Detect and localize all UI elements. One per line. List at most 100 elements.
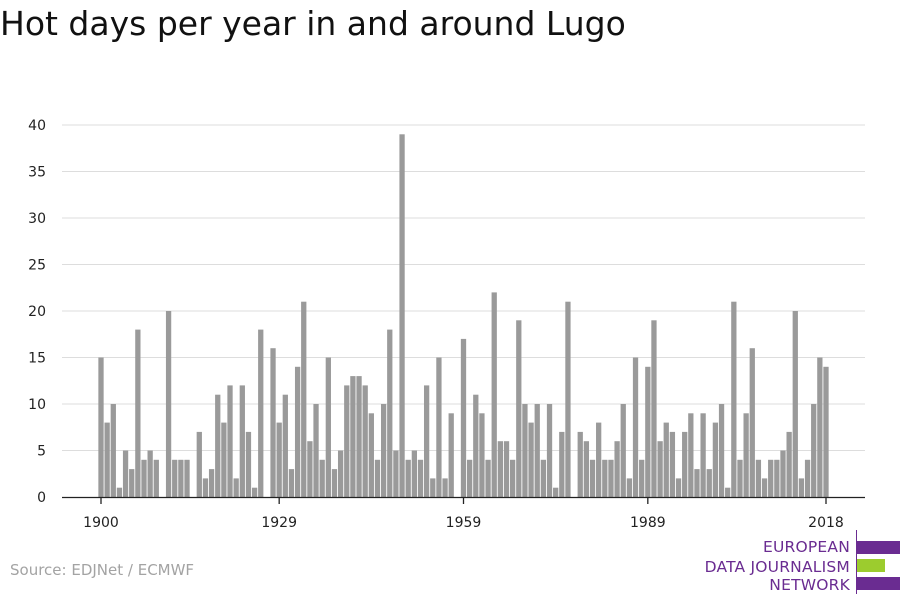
bar-1971 <box>534 404 540 497</box>
bar-1954 <box>430 478 436 497</box>
bar-1952 <box>417 459 424 497</box>
bar-1943 <box>362 385 368 497</box>
bar-1983 <box>608 459 614 497</box>
bar-1972 <box>540 459 547 497</box>
bar-1975 <box>559 431 565 497</box>
bar-1913 <box>178 459 184 497</box>
bar-2004 <box>737 459 743 497</box>
bar-1973 <box>546 404 553 497</box>
bar-2002 <box>725 487 731 497</box>
bar-1957 <box>448 413 454 497</box>
y-tick-label-0: 0 <box>37 490 46 506</box>
bar-1982 <box>602 459 608 497</box>
bar-1969 <box>522 404 528 497</box>
bar-2007 <box>755 459 762 497</box>
y-tick-label-20: 20 <box>28 304 46 320</box>
y-tick-label-10: 10 <box>28 397 46 413</box>
bar-1974 <box>553 487 559 497</box>
bar-1935 <box>313 404 319 497</box>
bar-1990 <box>651 320 657 497</box>
bar-1932 <box>294 366 301 497</box>
bar-1924 <box>245 431 252 497</box>
y-tick-label-40: 40 <box>28 118 46 134</box>
bar-1955 <box>436 357 442 497</box>
bar-2000 <box>712 422 719 497</box>
logo-bar-purple-bottom <box>857 577 900 590</box>
bar-1930 <box>282 394 288 497</box>
logo-text-data-journalism: DATA JOURNALISM <box>704 558 850 576</box>
bar-2018 <box>823 366 829 497</box>
bar-2006 <box>749 348 755 497</box>
bar-1978 <box>577 431 583 497</box>
bar-1992 <box>663 422 669 497</box>
bar-1970 <box>528 422 534 497</box>
bar-1939 <box>337 450 344 497</box>
bar-1985 <box>620 404 626 497</box>
x-tick-label-1959: 1959 <box>446 515 482 531</box>
y-tick-label-5: 5 <box>37 444 46 460</box>
bar-1903 <box>116 487 123 497</box>
bar-1919 <box>215 394 221 497</box>
bar-1942 <box>356 376 362 497</box>
bar-1989 <box>645 366 651 497</box>
bar-1936 <box>319 459 325 497</box>
bar-1908 <box>147 450 153 497</box>
bar-1976 <box>565 301 571 497</box>
bar-1921 <box>227 385 233 497</box>
x-tick-label-1989: 1989 <box>630 515 666 531</box>
bar-1995 <box>682 431 688 497</box>
bar-1960 <box>467 459 473 497</box>
x-tick-label-1929: 1929 <box>261 515 297 531</box>
bar-1918 <box>208 469 215 497</box>
bar-2012 <box>786 431 792 497</box>
bar-1938 <box>331 469 338 497</box>
source-note: Source: EDJNet / ECMWF <box>10 561 195 579</box>
bar-1996 <box>688 413 694 497</box>
logo-bar-purple-top <box>857 541 900 554</box>
bar-1993 <box>669 431 676 497</box>
axes: 0 5 10 15 20 25 30 35 40 1900 1929 1959 1989 2018 <box>28 118 865 531</box>
bar-1920 <box>221 422 227 497</box>
bar-2003 <box>731 301 737 497</box>
bar-1929 <box>276 422 282 497</box>
bar-1997 <box>694 469 700 497</box>
bar-1940 <box>344 385 350 497</box>
bar-1925 <box>251 487 258 497</box>
bar-1963 <box>485 459 491 497</box>
logo-divider <box>856 530 857 594</box>
bar-1994 <box>675 478 682 497</box>
bar-1966 <box>503 441 510 497</box>
logo-text-european: EUROPEAN <box>762 538 850 556</box>
bar-1928 <box>270 348 276 497</box>
y-tick-label-30: 30 <box>28 211 46 227</box>
logo-bar-green <box>857 559 885 572</box>
bar-2009 <box>768 459 774 497</box>
bar-2008 <box>761 478 768 497</box>
bar-1986 <box>626 478 633 497</box>
bar-1916 <box>196 431 202 497</box>
bar-1917 <box>202 478 209 497</box>
bar-1962 <box>479 413 485 497</box>
bar-1988 <box>639 459 645 497</box>
bar-1906 <box>135 329 141 497</box>
bar-1953 <box>423 385 430 497</box>
bar-1950 <box>405 459 411 497</box>
bar-1911 <box>165 311 172 497</box>
y-tick-label-15: 15 <box>28 351 46 367</box>
bar-1901 <box>104 422 110 497</box>
bar-1949 <box>399 134 405 498</box>
bar-1981 <box>596 422 602 497</box>
x-tick-label-1900: 1900 <box>83 515 119 531</box>
bar-chart: 0 5 10 15 20 25 30 35 40 1900 1929 1959 1989 2018 <box>28 118 865 531</box>
bar-1941 <box>350 376 356 497</box>
bar-1987 <box>632 357 639 497</box>
bar-2001 <box>718 404 725 497</box>
logo-text-network: NETWORK <box>769 576 850 594</box>
bar-2005 <box>743 413 749 497</box>
bar-1934 <box>307 441 313 497</box>
chart-title: Hot days per year in and around Lugo <box>0 4 626 43</box>
bar-1944 <box>368 413 374 497</box>
bar-1933 <box>301 301 307 497</box>
bar-1956 <box>442 478 448 497</box>
bar-2010 <box>774 459 780 497</box>
